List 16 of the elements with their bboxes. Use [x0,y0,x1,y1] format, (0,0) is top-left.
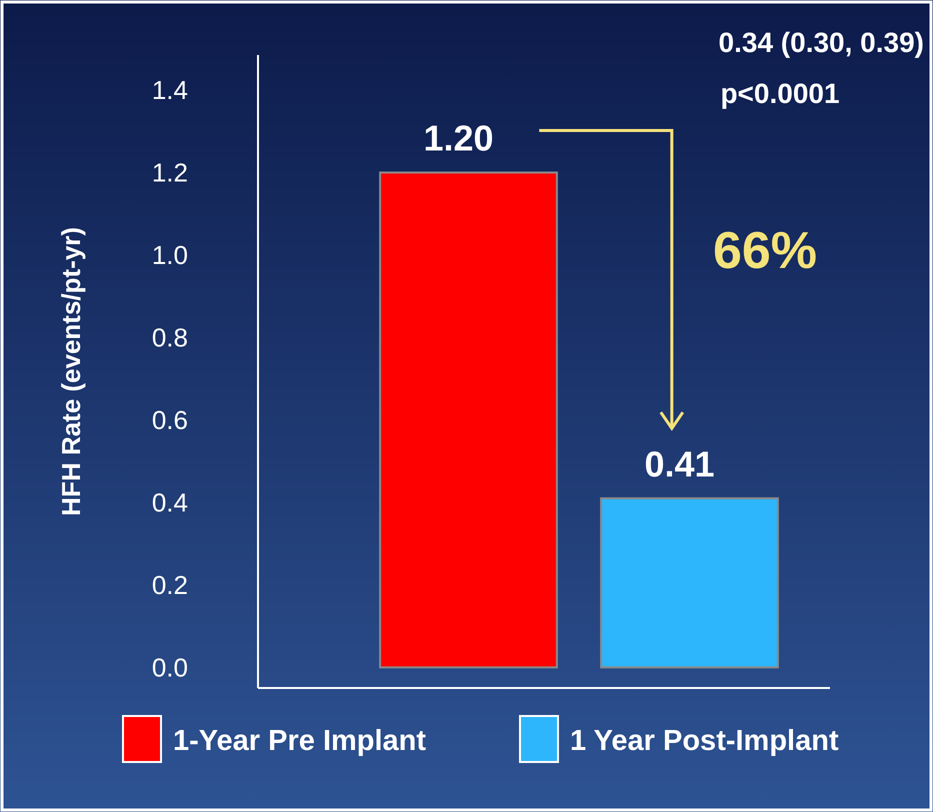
y-tick-label: 0.6 [152,405,188,436]
annotation: 66% [712,222,818,280]
text: 0.41 [644,443,715,484]
y-tick-label: 1.0 [152,240,188,270]
annotation: p<0.0001 [720,78,840,109]
legend-label: 1 Year Post-Implant [570,725,839,757]
series-label: 1-Year Pre Implant [173,725,426,757]
text: 1.20 [423,118,494,159]
annotation: 0.34 (0.30, 0.39) [718,27,924,58]
y-tick-label: 0.8 [152,322,188,353]
y-tick-label: 1.2 [152,158,188,188]
y-tick-label: 0.2 [152,570,188,600]
y-tick-label: 0.4 [152,488,188,518]
y-axis-title: HFH Rate (events/pt-yr) [56,227,86,516]
y-tick-label: 1.4 [152,75,188,106]
y-tick-label: 0.0 [152,652,188,682]
